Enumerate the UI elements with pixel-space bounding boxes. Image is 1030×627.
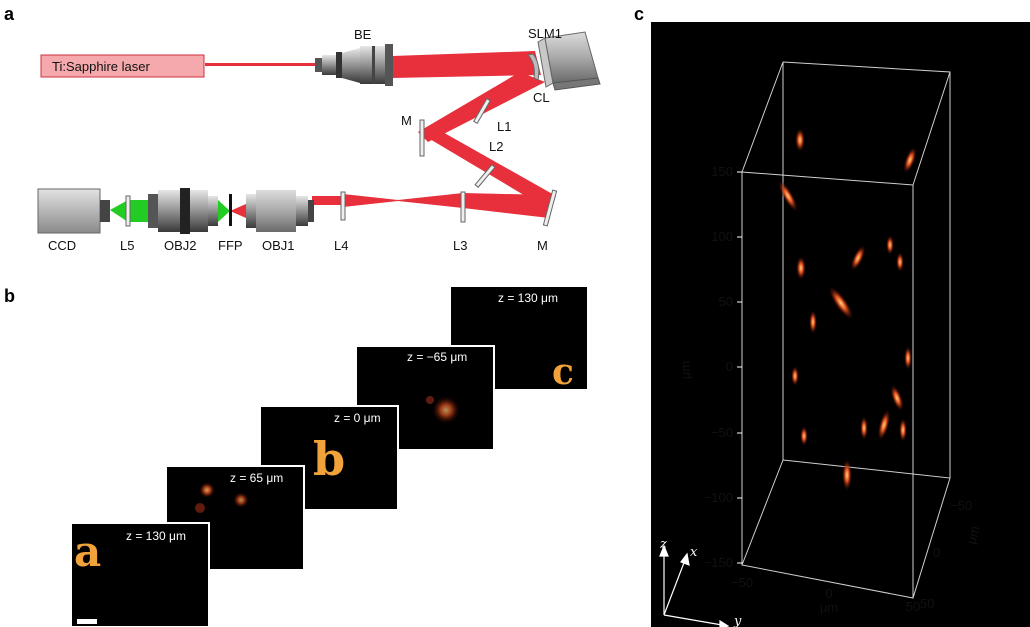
beam-m-to-l3: [463, 193, 549, 218]
l3-label: L3: [453, 238, 467, 253]
lens-l5: [125, 195, 131, 227]
y-tick: 0: [933, 545, 940, 560]
beam-into-obj1: [312, 196, 344, 205]
x-axis-unit: μm: [820, 600, 838, 615]
plane-image-1: z = 130 μm a: [70, 522, 210, 627]
emission-to-ccd: [110, 200, 128, 222]
svg-text:b: b: [313, 432, 345, 486]
volume-background: [651, 22, 1030, 627]
panel-a-label: a: [4, 4, 15, 24]
orientation-axes: [659, 544, 730, 627]
axis-y-label: y: [733, 614, 742, 627]
z-tick: −100: [704, 490, 733, 505]
z-axis: [737, 171, 742, 564]
beam-diverge: [343, 194, 398, 207]
y-axis-unit: μm: [963, 524, 982, 546]
svg-text:c: c: [552, 351, 574, 393]
obj2-label: OBJ2: [164, 238, 197, 253]
slm1-label: SLM1: [528, 26, 562, 41]
axis-z-label: z: [659, 537, 667, 552]
lens-l3: [460, 191, 466, 223]
x-tick: 50: [906, 599, 920, 614]
svg-text:a: a: [74, 527, 101, 576]
ffp-label: FFP: [218, 238, 243, 253]
mirror-bottom: [542, 189, 558, 227]
beam-converge: [398, 193, 463, 208]
focal-spots: [778, 128, 917, 491]
ccd-label: CCD: [48, 238, 76, 253]
objective-2: [148, 188, 218, 234]
svg-text:z = 0 μm: z = 0 μm: [334, 411, 381, 425]
svg-text:z = 130 μm: z = 130 μm: [126, 529, 186, 543]
y-tick: 50: [920, 596, 934, 611]
be-label: BE: [354, 27, 372, 42]
mirror-top: [419, 119, 425, 157]
x-tick: 0: [825, 586, 832, 601]
emission-obj2-ffp: [218, 200, 230, 222]
scale-bar: [77, 619, 97, 624]
svg-text:z = 65 μm: z = 65 μm: [230, 471, 283, 485]
z-tick: 100: [711, 229, 733, 244]
z-tick: 50: [719, 294, 733, 309]
y-tick: −50: [950, 498, 972, 513]
axis-x-label: x: [690, 545, 698, 560]
l4-label: L4: [334, 238, 348, 253]
cl-label: CL: [533, 90, 550, 105]
l2-label: L2: [489, 139, 503, 154]
m-bottom-label: M: [537, 238, 548, 253]
svg-text:z = 130 μm: z = 130 μm: [498, 291, 558, 305]
ccd-camera: [37, 188, 110, 234]
z-tick: −150: [704, 555, 733, 570]
beam-expanded: [392, 51, 541, 78]
laser-label: Ti:Sapphire laser: [52, 59, 150, 74]
z-axis-unit: μm: [678, 361, 693, 379]
beam-expander: [315, 44, 393, 86]
emission-l5-obj2: [128, 200, 148, 222]
l5-label: L5: [120, 238, 134, 253]
panel-b-label: b: [4, 286, 15, 306]
panel-c-label: c: [634, 4, 644, 24]
lens-l4: [340, 191, 346, 221]
laser-box: [40, 54, 205, 78]
z-tick: 0: [726, 359, 733, 374]
z-tick: 150: [711, 164, 733, 179]
l1-label: L1: [497, 119, 511, 134]
lens-l2: [474, 164, 496, 188]
svg-text:z = −65 μm: z = −65 μm: [407, 350, 467, 364]
slm1: [537, 31, 601, 91]
beam-mirror-to-m2: [418, 126, 556, 210]
volume-box: [741, 61, 951, 599]
z-tick: −50: [711, 425, 733, 440]
fourier-plane: [229, 194, 232, 226]
cylindrical-lens: [527, 53, 540, 81]
lens-l1: [473, 98, 491, 124]
obj1-label: OBJ1: [262, 238, 295, 253]
x-tick: −50: [731, 575, 753, 590]
beam-thin: [205, 63, 315, 66]
m-top-label: M: [401, 113, 412, 128]
beam-ffp-obj1: [230, 204, 246, 218]
objective-1: [246, 190, 314, 232]
